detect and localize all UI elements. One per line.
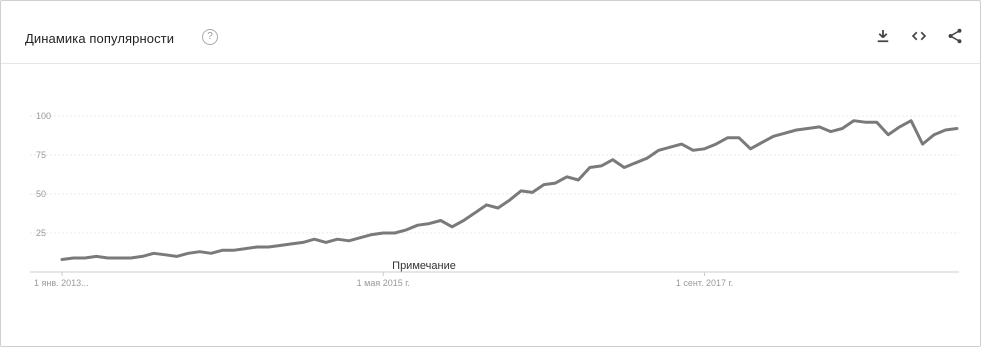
data-point-58[interactable] bbox=[725, 135, 730, 140]
data-point-10[interactable] bbox=[174, 254, 179, 259]
x-tick-label-0: 1 янв. 2013... bbox=[34, 278, 89, 288]
data-point-17[interactable] bbox=[255, 245, 260, 250]
data-point-47[interactable] bbox=[599, 163, 604, 168]
y-tick-label-50: 50 bbox=[36, 189, 46, 199]
card-title: Динамика популярности bbox=[25, 31, 175, 46]
y-tick-label-75: 75 bbox=[36, 150, 46, 160]
data-point-19[interactable] bbox=[278, 243, 283, 248]
download-icon[interactable] bbox=[872, 25, 894, 47]
data-point-68[interactable] bbox=[840, 126, 845, 131]
annotation-note[interactable]: Примечание bbox=[392, 260, 456, 272]
data-point-74[interactable] bbox=[909, 118, 914, 123]
data-point-66[interactable] bbox=[817, 124, 822, 129]
data-point-22[interactable] bbox=[312, 237, 317, 242]
data-point-51[interactable] bbox=[645, 156, 650, 161]
data-point-61[interactable] bbox=[759, 140, 764, 145]
series-line bbox=[60, 119, 959, 261]
data-point-27[interactable] bbox=[369, 232, 374, 237]
data-point-65[interactable] bbox=[805, 126, 810, 131]
data-point-62[interactable] bbox=[771, 134, 776, 139]
data-point-42[interactable] bbox=[541, 182, 546, 187]
data-point-46[interactable] bbox=[587, 165, 592, 170]
data-point-33[interactable] bbox=[438, 218, 443, 223]
data-point-45[interactable] bbox=[576, 177, 581, 182]
embed-icon[interactable] bbox=[908, 25, 930, 47]
data-point-75[interactable] bbox=[920, 142, 925, 147]
data-point-40[interactable] bbox=[518, 188, 523, 193]
data-point-48[interactable] bbox=[610, 157, 615, 162]
share-icon[interactable] bbox=[944, 25, 966, 47]
data-point-30[interactable] bbox=[404, 227, 409, 232]
data-point-54[interactable] bbox=[679, 142, 684, 147]
data-point-3[interactable] bbox=[94, 254, 99, 259]
data-point-56[interactable] bbox=[702, 146, 707, 151]
y-tick-label-25: 25 bbox=[36, 228, 46, 238]
data-point-31[interactable] bbox=[415, 223, 420, 228]
data-point-57[interactable] bbox=[714, 142, 719, 147]
data-point-49[interactable] bbox=[622, 165, 627, 170]
data-point-43[interactable] bbox=[553, 181, 558, 186]
data-point-5[interactable] bbox=[117, 255, 122, 260]
data-point-26[interactable] bbox=[358, 235, 363, 240]
data-point-70[interactable] bbox=[863, 120, 868, 125]
data-point-4[interactable] bbox=[105, 255, 110, 260]
data-point-24[interactable] bbox=[335, 237, 340, 242]
data-point-78[interactable] bbox=[955, 126, 960, 131]
data-point-13[interactable] bbox=[209, 251, 214, 256]
data-point-1[interactable] bbox=[71, 255, 76, 260]
data-point-63[interactable] bbox=[782, 131, 787, 136]
data-point-15[interactable] bbox=[232, 248, 237, 253]
data-point-64[interactable] bbox=[794, 128, 799, 133]
help-icon[interactable]: ? bbox=[202, 29, 218, 45]
data-point-0[interactable] bbox=[60, 257, 65, 262]
data-point-53[interactable] bbox=[668, 145, 673, 150]
data-point-32[interactable] bbox=[427, 221, 432, 226]
y-tick-label-100: 100 bbox=[36, 111, 51, 121]
data-point-20[interactable] bbox=[289, 241, 294, 246]
x-tick-label-2: 1 сент. 2017 г. bbox=[676, 278, 733, 288]
data-point-39[interactable] bbox=[507, 198, 512, 203]
data-point-44[interactable] bbox=[564, 174, 569, 179]
x-tick-label-1: 1 мая 2015 г. bbox=[357, 278, 410, 288]
data-point-34[interactable] bbox=[450, 224, 455, 229]
data-point-50[interactable] bbox=[633, 160, 638, 165]
data-point-2[interactable] bbox=[82, 255, 87, 260]
data-point-36[interactable] bbox=[473, 210, 478, 215]
header-actions bbox=[872, 25, 966, 47]
data-point-14[interactable] bbox=[220, 248, 225, 253]
data-point-71[interactable] bbox=[874, 120, 879, 125]
data-point-11[interactable] bbox=[186, 251, 191, 256]
data-point-76[interactable] bbox=[932, 132, 937, 137]
data-point-12[interactable] bbox=[197, 249, 202, 254]
card-header: Динамика популярности ? bbox=[1, 1, 980, 64]
data-point-23[interactable] bbox=[323, 240, 328, 245]
data-point-52[interactable] bbox=[656, 148, 661, 153]
data-point-60[interactable] bbox=[748, 146, 753, 151]
data-point-38[interactable] bbox=[496, 206, 501, 211]
data-point-37[interactable] bbox=[484, 202, 489, 207]
data-point-9[interactable] bbox=[163, 252, 168, 257]
data-point-6[interactable] bbox=[128, 255, 133, 260]
data-point-77[interactable] bbox=[943, 128, 948, 133]
data-point-8[interactable] bbox=[151, 251, 156, 256]
data-point-18[interactable] bbox=[266, 245, 271, 250]
data-point-16[interactable] bbox=[243, 246, 248, 251]
data-point-41[interactable] bbox=[530, 190, 535, 195]
data-point-28[interactable] bbox=[381, 231, 386, 236]
data-point-25[interactable] bbox=[346, 238, 351, 243]
data-point-55[interactable] bbox=[691, 148, 696, 153]
data-point-72[interactable] bbox=[886, 132, 891, 137]
data-point-69[interactable] bbox=[851, 118, 856, 123]
data-point-21[interactable] bbox=[300, 240, 305, 245]
data-point-59[interactable] bbox=[736, 135, 741, 140]
data-point-7[interactable] bbox=[140, 254, 145, 259]
data-point-73[interactable] bbox=[897, 124, 902, 129]
data-point-67[interactable] bbox=[828, 129, 833, 134]
data-point-29[interactable] bbox=[392, 231, 397, 236]
data-point-35[interactable] bbox=[461, 218, 466, 223]
